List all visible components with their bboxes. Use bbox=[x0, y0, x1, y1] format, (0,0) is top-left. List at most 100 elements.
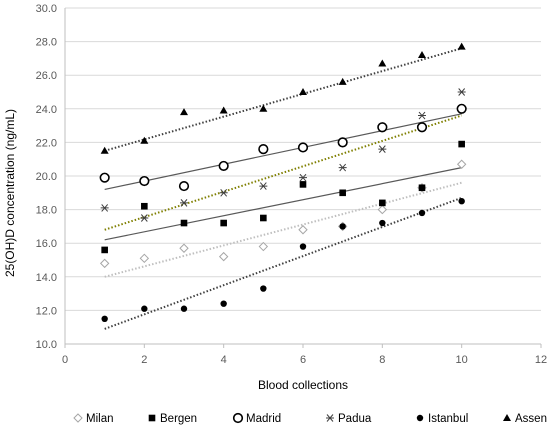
point-bergen bbox=[220, 219, 227, 227]
y-tick-label: 22.0 bbox=[36, 137, 57, 149]
point-bergen bbox=[260, 214, 267, 222]
y-axis-title: 25(OH)D concentration (ng/mL) bbox=[3, 109, 17, 277]
point-bergen bbox=[418, 184, 426, 192]
point-assen bbox=[219, 106, 228, 114]
point-madrid bbox=[337, 137, 348, 148]
point-milan bbox=[456, 159, 467, 169]
legend-marker-istanbul bbox=[416, 414, 424, 422]
point-madrid bbox=[139, 175, 150, 187]
x-tick-label: 8 bbox=[379, 354, 385, 366]
legend-marker-milan bbox=[73, 413, 83, 423]
x-tick-label: 2 bbox=[141, 354, 147, 366]
point-istanbul bbox=[379, 219, 386, 227]
point-madrid bbox=[99, 172, 110, 183]
y-tick-label: 10.0 bbox=[36, 339, 57, 351]
legend-marker-padua bbox=[326, 414, 334, 422]
legend-item-istanbul: Istanbul bbox=[416, 413, 468, 425]
point-padua bbox=[299, 173, 307, 182]
point-bergen bbox=[299, 181, 307, 188]
point-madrid bbox=[377, 122, 388, 133]
point-madrid bbox=[456, 103, 467, 114]
legend-item-padua: Padua bbox=[326, 413, 372, 425]
point-istanbul bbox=[418, 209, 426, 217]
point-bergen bbox=[458, 140, 465, 148]
point-milan bbox=[99, 258, 110, 269]
point-istanbul bbox=[180, 305, 188, 312]
point-padua bbox=[378, 145, 387, 153]
y-tick-label: 16.0 bbox=[36, 238, 57, 250]
point-padua bbox=[457, 88, 466, 96]
point-istanbul bbox=[260, 285, 267, 292]
point-padua bbox=[180, 199, 188, 207]
point-assen bbox=[140, 136, 149, 144]
point-bergen bbox=[379, 199, 386, 207]
point-padua bbox=[100, 204, 109, 212]
legend-label: Istanbul bbox=[428, 413, 468, 425]
point-istanbul bbox=[141, 305, 148, 312]
point-madrid bbox=[218, 160, 229, 172]
point-madrid bbox=[297, 142, 309, 153]
y-tick-label: 30.0 bbox=[36, 3, 57, 15]
legend: Milan Bergen Madrid Padua Istanbul Assen bbox=[73, 412, 547, 425]
trendline-madrid bbox=[104, 113, 462, 191]
x-tick-label: 6 bbox=[300, 354, 306, 366]
x-tick-label: 4 bbox=[221, 354, 227, 366]
legend-marker-assen bbox=[503, 414, 511, 421]
legend-item-assen: Assen bbox=[503, 413, 547, 425]
point-istanbul bbox=[299, 243, 307, 250]
y-tick-label: 24.0 bbox=[36, 104, 57, 116]
point-padua bbox=[418, 111, 426, 120]
x-axis-tick-labels: 0 2 4 6 8 10 12 bbox=[62, 354, 547, 366]
legend-label: Milan bbox=[86, 413, 113, 425]
point-bergen bbox=[101, 246, 108, 254]
legend-label: Madrid bbox=[246, 413, 281, 425]
point-madrid bbox=[416, 122, 428, 133]
y-tick-label: 28.0 bbox=[36, 37, 57, 49]
axes bbox=[64, 8, 542, 348]
y-tick-label: 12.0 bbox=[36, 305, 57, 317]
x-tick-label: 10 bbox=[456, 354, 468, 366]
x-axis-title: Blood collections bbox=[258, 378, 348, 392]
y-tick-label: 26.0 bbox=[36, 70, 57, 82]
y-tick-label: 20.0 bbox=[36, 171, 57, 183]
point-assen bbox=[100, 146, 109, 154]
point-milan bbox=[377, 204, 388, 215]
point-istanbul bbox=[458, 198, 465, 205]
point-assen bbox=[299, 88, 307, 95]
legend-label: Bergen bbox=[160, 413, 197, 425]
point-istanbul bbox=[220, 300, 227, 307]
point-assen bbox=[457, 42, 466, 50]
trendline-assen bbox=[104, 47, 462, 152]
x-tick-label: 0 bbox=[62, 354, 68, 366]
legend-label: Padua bbox=[338, 413, 372, 425]
point-padua bbox=[259, 182, 268, 190]
point-bergen bbox=[180, 219, 188, 227]
data-points bbox=[99, 42, 467, 322]
point-istanbul bbox=[101, 315, 108, 322]
point-assen bbox=[378, 59, 387, 67]
point-padua bbox=[219, 188, 228, 197]
gridlines bbox=[65, 7, 541, 311]
point-assen bbox=[259, 104, 268, 112]
legend-item-milan: Milan bbox=[73, 413, 113, 425]
trendline-bergen bbox=[104, 167, 462, 241]
point-milan bbox=[218, 251, 229, 262]
point-bergen bbox=[339, 189, 346, 197]
point-milan bbox=[139, 253, 150, 264]
point-bergen bbox=[141, 202, 148, 210]
y-tick-label: 18.0 bbox=[36, 205, 57, 217]
point-assen bbox=[338, 77, 347, 85]
x-tick-label: 12 bbox=[535, 354, 547, 366]
point-padua bbox=[338, 163, 347, 172]
point-milan bbox=[298, 225, 308, 235]
y-tick-label: 14.0 bbox=[36, 272, 57, 284]
point-istanbul bbox=[339, 223, 346, 230]
point-madrid bbox=[178, 180, 190, 192]
point-milan bbox=[179, 243, 189, 253]
point-madrid bbox=[258, 144, 269, 155]
point-assen bbox=[180, 108, 188, 116]
legend-item-madrid: Madrid bbox=[232, 412, 281, 425]
legend-item-bergen: Bergen bbox=[148, 413, 197, 425]
trendline-padua bbox=[104, 114, 462, 231]
